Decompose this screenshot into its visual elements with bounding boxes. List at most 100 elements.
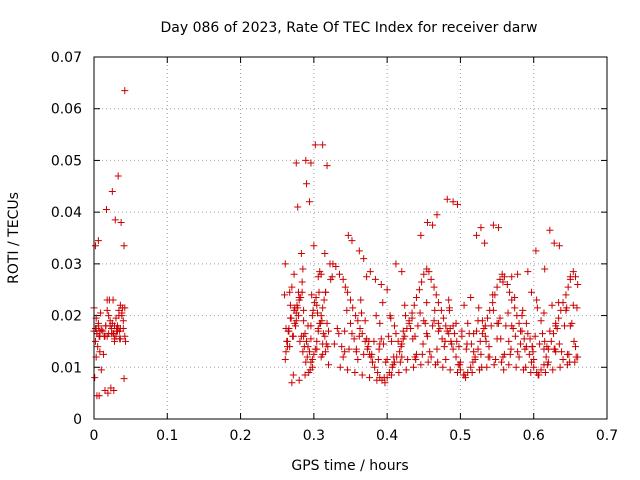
y-tick-labels: 0 0.01 0.02 0.03 0.04 0.05 0.06 0.07 (51, 50, 82, 428)
data-point (289, 371, 297, 379)
data-point (93, 330, 101, 338)
data-point (445, 306, 453, 314)
data-point (562, 306, 570, 314)
data-point (379, 299, 387, 307)
data-point (485, 343, 493, 351)
data-point (500, 366, 508, 374)
data-point (112, 314, 120, 322)
data-point (385, 332, 393, 340)
data-point (321, 250, 329, 258)
data-point (117, 218, 125, 226)
data-point (522, 363, 530, 371)
data-point (295, 376, 303, 384)
data-point (537, 317, 545, 325)
y-tick-label: 0.04 (51, 205, 82, 221)
data-point (399, 327, 407, 335)
data-point (481, 239, 489, 247)
data-point (333, 325, 341, 332)
data-point (376, 340, 384, 348)
data-point (566, 273, 574, 281)
data-point (396, 348, 404, 356)
data-point (533, 296, 541, 304)
data-point (294, 312, 302, 320)
data-point (569, 301, 577, 309)
data-point (508, 273, 516, 281)
data-point (404, 356, 412, 364)
data-point (325, 361, 333, 369)
data-point (398, 353, 406, 361)
data-point (109, 296, 117, 304)
data-point (100, 350, 108, 358)
data-point (470, 330, 478, 338)
data-point (410, 363, 418, 371)
data-point (111, 216, 119, 224)
data-point (434, 299, 442, 307)
data-point (511, 304, 519, 312)
data-point (405, 319, 413, 327)
x-tick-label: 0 (90, 428, 99, 444)
data-point (368, 350, 376, 358)
data-point (508, 322, 516, 330)
data-point (316, 268, 324, 276)
data-point (102, 206, 110, 214)
data-point (427, 275, 435, 283)
data-point (541, 337, 549, 345)
data-point (341, 283, 349, 291)
data-point (481, 332, 489, 340)
data-point (305, 368, 313, 376)
data-point (489, 306, 497, 314)
data-point (310, 350, 318, 358)
data-point (546, 327, 554, 335)
data-point (314, 309, 322, 317)
data-point (430, 317, 438, 325)
data-point (536, 340, 544, 348)
data-point (474, 317, 482, 325)
data-point (493, 283, 501, 291)
data-point (430, 283, 438, 291)
x-tick-label: 0.6 (523, 428, 545, 444)
data-point (540, 309, 548, 317)
data-point (366, 268, 374, 276)
data-point (467, 363, 475, 371)
data-point (336, 270, 344, 278)
data-point (286, 314, 294, 322)
data-point (116, 335, 124, 343)
data-point (319, 304, 327, 312)
data-point (506, 350, 514, 358)
data-point (110, 387, 118, 395)
y-tick-label: 0.06 (51, 102, 82, 118)
data-point (431, 306, 439, 314)
data-point (104, 389, 112, 397)
data-point (281, 260, 289, 268)
data-point (471, 356, 479, 364)
data-point (330, 340, 338, 348)
data-point (411, 332, 419, 340)
data-point (366, 374, 374, 382)
data-point (332, 262, 340, 270)
data-point (497, 358, 505, 366)
data-point (319, 350, 327, 358)
data-point (502, 322, 510, 330)
data-point (423, 299, 431, 307)
data-point (473, 231, 481, 239)
data-point (374, 368, 382, 376)
data-point (398, 268, 406, 276)
data-point (461, 371, 469, 379)
data-point (418, 350, 426, 358)
data-point (416, 309, 424, 317)
data-point (288, 283, 296, 291)
data-point (555, 299, 563, 307)
data-point (396, 358, 404, 366)
data-point (309, 306, 317, 314)
data-point (303, 180, 311, 188)
data-point (486, 353, 494, 361)
data-point (351, 368, 359, 376)
data-point (341, 348, 349, 356)
data-point (119, 317, 127, 325)
data-point (372, 312, 380, 320)
data-point (530, 356, 538, 364)
x-tick-label: 0.5 (449, 428, 471, 444)
data-point (292, 322, 300, 330)
data-point (410, 301, 418, 309)
